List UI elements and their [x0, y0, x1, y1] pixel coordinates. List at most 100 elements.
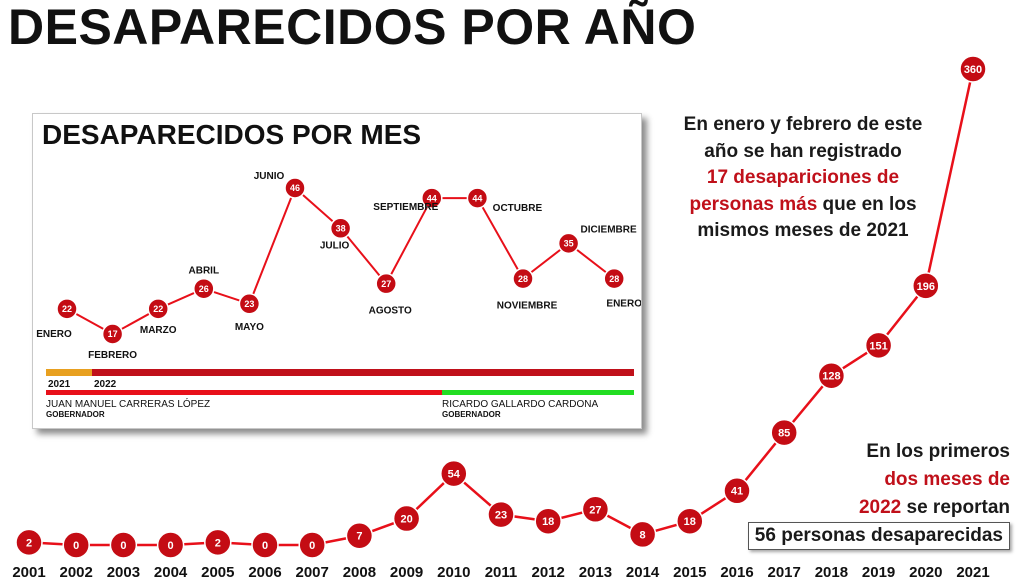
month-label: OCTUBRE: [493, 203, 543, 214]
governor-name: RICARDO GALLARDO CARDONA: [442, 399, 598, 410]
x-tick-label: 2018: [815, 564, 848, 581]
data-point: [864, 331, 893, 360]
data-point: [512, 267, 534, 290]
month-label: MARZO: [140, 325, 177, 336]
data-point: [56, 298, 78, 320]
data-point: [284, 177, 306, 199]
data-point: [557, 232, 580, 255]
data-label: 46: [290, 183, 300, 193]
data-label: 22: [153, 304, 163, 314]
month-label: ENERO: [36, 329, 72, 340]
data-point: [375, 272, 397, 295]
note-highlight: personas más: [689, 193, 818, 215]
data-point: [581, 495, 610, 524]
data-label: 0: [168, 540, 174, 552]
month-label: DICIEMBRE: [581, 224, 637, 235]
data-label: 2: [26, 537, 32, 549]
data-point: [959, 55, 987, 83]
month-label: FEBRERO: [88, 350, 137, 361]
governor-term-bar: [46, 390, 442, 395]
data-label: 38: [336, 224, 346, 234]
data-point: [204, 528, 232, 557]
data-point: [534, 507, 562, 535]
data-point: [392, 504, 421, 533]
x-tick-label: 2012: [532, 564, 565, 581]
data-label: 41: [731, 486, 743, 498]
note-text: se reportan: [901, 497, 1011, 518]
data-point: [147, 298, 169, 320]
data-label: 196: [917, 281, 935, 293]
data-point: [421, 187, 443, 209]
note-line: año se han registrado: [704, 140, 902, 162]
data-point: [440, 459, 468, 488]
x-tick-label: 2001: [12, 564, 45, 581]
x-tick-label: 2003: [107, 564, 140, 581]
note-highlight: 2022: [858, 497, 902, 518]
note-text: que en los: [817, 193, 917, 215]
page-title: DESAPARECIDOS POR AÑO: [8, 0, 697, 55]
data-label: 44: [427, 193, 437, 203]
data-point: [912, 272, 940, 300]
data-point: [329, 217, 352, 240]
data-label: 27: [589, 504, 601, 516]
data-point: [62, 531, 90, 559]
x-tick-label: 2002: [60, 564, 93, 581]
year-2021-bar: [46, 369, 92, 376]
data-label: 54: [448, 469, 461, 481]
monthly-chart-panel: 22 17 22 26 23 46 38 27 44 44 28 35 28 ENERO FEBRERO MA…: [32, 113, 642, 429]
data-label: 0: [262, 540, 268, 552]
x-tick-label: 2007: [296, 564, 329, 581]
x-tick-label: 2021: [956, 564, 989, 581]
data-label: 360: [964, 64, 982, 76]
x-tick-label: 2004: [154, 564, 188, 581]
data-point: [298, 531, 326, 559]
data-label: 85: [778, 428, 790, 440]
data-label: 18: [542, 516, 554, 528]
x-tick-label: 2013: [579, 564, 612, 581]
month-label: ABRIL: [189, 266, 220, 277]
data-point: [466, 187, 489, 209]
data-label: 0: [73, 540, 79, 552]
x-tick-label: 2017: [768, 564, 801, 581]
x-tick-label: 2008: [343, 564, 376, 581]
data-label: 151: [869, 340, 887, 352]
comparison-note: En enero y febrero de este año se han re…: [662, 112, 944, 245]
x-tick-label: 2010: [437, 564, 470, 581]
monthly-chart: 22 17 22 26 23 46 38 27 44 44 28 35 28 ENERO FEBRERO MA…: [36, 171, 641, 419]
data-point: [101, 323, 124, 345]
data-label: 20: [400, 514, 412, 526]
month-label: NOVIEMBRE: [497, 301, 558, 312]
data-point: [193, 277, 215, 300]
data-point: [723, 477, 751, 505]
x-tick-label: 2015: [673, 564, 706, 581]
month-label: JUNIO: [254, 171, 285, 182]
total-badge: 56 personas desaparecidas: [747, 522, 1010, 550]
x-tick-label: 2011: [485, 564, 518, 581]
data-label: 27: [381, 279, 391, 289]
year-2022-bar: [92, 369, 634, 376]
data-label: 0: [309, 540, 315, 552]
data-label: 23: [244, 299, 254, 309]
data-label: 7: [356, 531, 362, 543]
data-point: [676, 507, 704, 535]
data-label: 28: [609, 274, 619, 284]
month-label: AGOSTO: [369, 306, 412, 317]
note-highlight: dos meses de: [884, 469, 1010, 490]
month-label: ENERO: [606, 299, 641, 310]
data-point: [487, 500, 515, 529]
note-highlight: 17 desapariciones de: [706, 167, 900, 188]
governor-name: JUAN MANUEL CARRERAS LÓPEZ: [46, 397, 210, 410]
note-line: 2022 se reportan: [728, 494, 1010, 522]
year-label: 2022: [94, 379, 117, 390]
data-point: [817, 362, 846, 390]
data-point: [238, 293, 261, 315]
note-line: personas más que en los: [662, 192, 944, 219]
data-label: 26: [199, 284, 209, 294]
data-point: [628, 520, 657, 549]
x-tick-label: 2014: [626, 564, 660, 581]
governor-role: GOBERNADOR: [442, 410, 501, 419]
month-label: SEPTIEMBRE: [373, 202, 438, 213]
note-line: 56 personas desaparecidas: [728, 522, 1010, 550]
data-label: 18: [684, 516, 696, 528]
month-label: MAYO: [235, 322, 264, 333]
